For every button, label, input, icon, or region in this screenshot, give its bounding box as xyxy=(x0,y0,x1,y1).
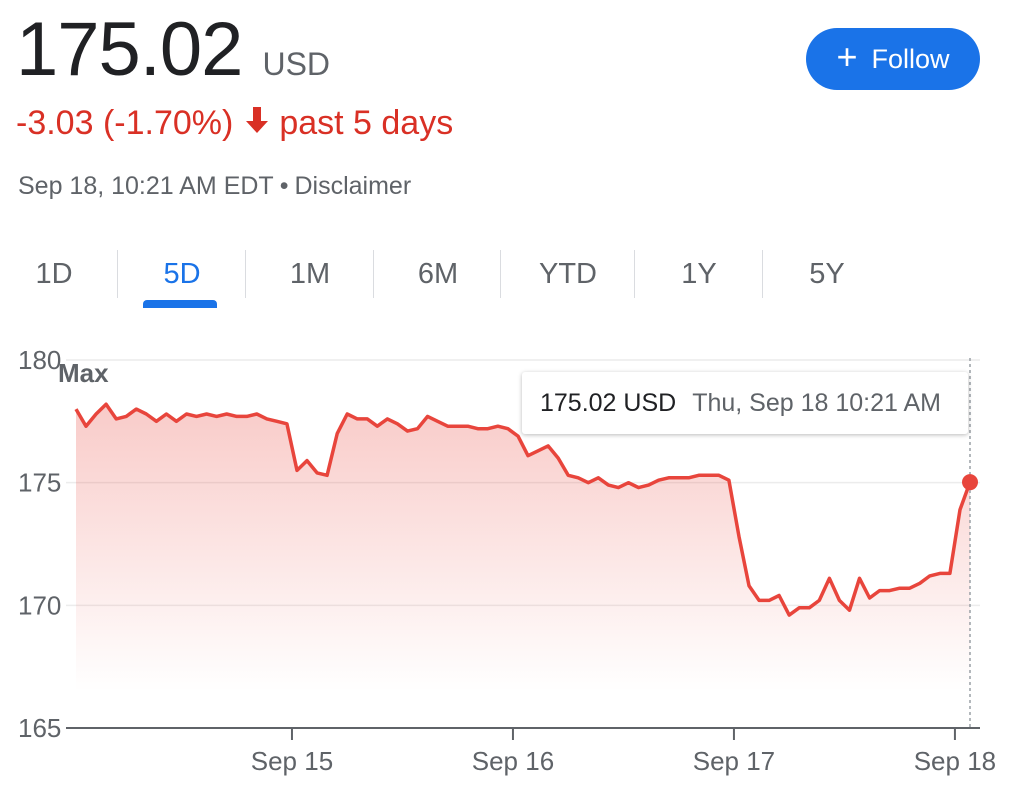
currency-label: USD xyxy=(262,46,331,82)
y-tick-label: 175 xyxy=(18,468,61,498)
price-tooltip: 175.02 USD Thu, Sep 18 10:21 AM xyxy=(522,372,968,434)
y-tick-label: 180 xyxy=(18,345,61,375)
change-period: past 5 days xyxy=(279,104,454,142)
tab-divider xyxy=(245,250,246,298)
follow-label: Follow xyxy=(871,43,950,74)
active-tab-indicator xyxy=(143,300,217,308)
tab-5y[interactable]: 5Y xyxy=(809,257,845,290)
max-annotation: Max xyxy=(58,358,109,388)
arrow-down-icon xyxy=(245,104,269,143)
separator-dot: • xyxy=(279,172,289,200)
quote-meta: Sep 18, 10:21 AM EDT • Disclaimer xyxy=(18,172,411,201)
quote-header: 175.02 USD xyxy=(16,8,330,92)
tab-divider xyxy=(373,250,374,298)
tab-divider xyxy=(117,250,118,298)
x-tick-label: Sep 16 xyxy=(472,746,554,776)
x-tick-label: Sep 15 xyxy=(251,746,333,776)
price-line xyxy=(74,402,972,617)
change-value: -3.03 (-1.70%) xyxy=(16,104,234,142)
tooltip-price: 175.02 USD xyxy=(540,388,677,417)
tab-1d[interactable]: 1D xyxy=(35,257,73,290)
price-area xyxy=(76,404,970,692)
tooltip-date: Thu, Sep 18 10:21 AM xyxy=(692,388,941,417)
y-tick-label: 170 xyxy=(18,590,61,620)
follow-button[interactable]: + Follow xyxy=(806,28,980,90)
tab-1m[interactable]: 1M xyxy=(289,257,331,290)
y-tick-label: 165 xyxy=(18,713,61,743)
x-tick-label: Sep 17 xyxy=(693,746,775,776)
range-tabs: 1D 5D 1M 6M YTD 1Y 5Y xyxy=(0,246,900,308)
price-change: -3.03 (-1.70%) past 5 days xyxy=(16,104,453,143)
tab-6m[interactable]: 6M xyxy=(417,257,459,290)
tab-divider xyxy=(500,250,501,298)
x-tick-label: Sep 18 xyxy=(914,746,996,776)
tab-5d[interactable]: 5D xyxy=(163,257,201,290)
price-chart[interactable]: 165 170 175 180 Max Sep 15 Sep 16 Sep 17 Sep 1… xyxy=(0,330,1022,802)
timestamp: Sep 18, 10:21 AM EDT xyxy=(18,172,274,200)
disclaimer-link[interactable]: Disclaimer xyxy=(294,172,412,200)
tab-1y[interactable]: 1Y xyxy=(681,257,717,290)
plus-icon: + xyxy=(836,36,858,77)
tab-divider xyxy=(634,250,635,298)
tab-ytd[interactable]: YTD xyxy=(539,257,597,290)
last-price-marker xyxy=(962,474,978,491)
tab-divider xyxy=(762,250,763,298)
current-price: 175.02 xyxy=(16,7,243,92)
